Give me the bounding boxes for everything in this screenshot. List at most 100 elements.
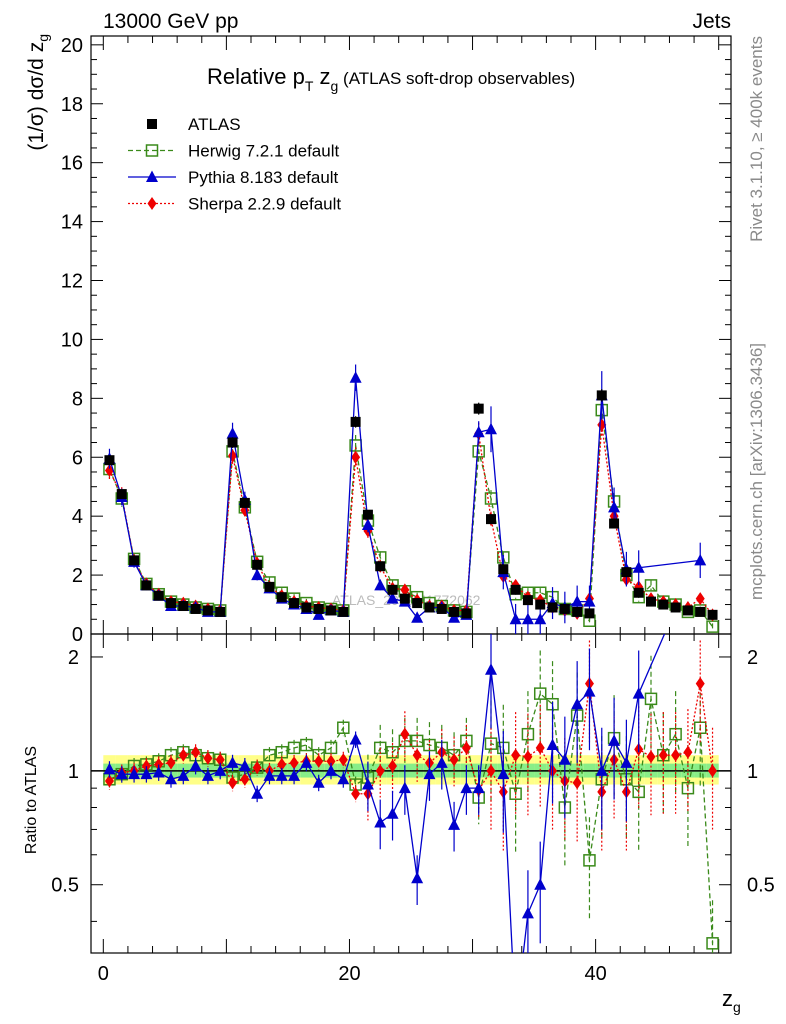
point-sherpa — [351, 450, 361, 464]
point-pythia — [386, 592, 399, 604]
ratio-point-pythia — [374, 816, 387, 828]
point-atlas — [670, 602, 681, 613]
point-atlas — [486, 514, 496, 525]
point-atlas — [350, 416, 361, 427]
xtick-label: 0 — [98, 963, 109, 985]
ratio-point-pythia — [263, 769, 276, 781]
point-atlas — [178, 601, 189, 612]
main-ytick-label: 18 — [61, 94, 83, 116]
ratio-point-pythia — [349, 733, 362, 745]
point-pythia — [251, 568, 264, 581]
ratio-point-herwig — [263, 748, 276, 762]
point-atlas — [707, 609, 718, 620]
point-pythia — [226, 427, 239, 439]
ratio-point-sherpa — [400, 727, 410, 741]
point-atlas — [338, 606, 349, 617]
xtick-label: 40 — [584, 963, 606, 985]
ratio-point-herwig — [706, 937, 719, 950]
ratio-point-sherpa — [708, 764, 718, 778]
point-atlas — [436, 603, 447, 614]
header-right: Jets — [692, 10, 731, 33]
point-pythia — [349, 371, 362, 383]
ratio-point-sherpa — [104, 774, 114, 788]
ratio-point-pythia — [632, 687, 645, 699]
ratio-point-herwig — [423, 738, 436, 752]
ratio-point-sherpa — [141, 759, 151, 773]
ratio-point-sherpa — [486, 764, 496, 778]
point-atlas — [301, 602, 312, 613]
series-atlas — [104, 389, 718, 620]
point-atlas — [695, 606, 706, 617]
ratio-point-pythia — [460, 781, 473, 794]
ratio-point-pythia — [595, 764, 608, 776]
ratio-point-sherpa — [252, 761, 262, 775]
point-atlas — [584, 608, 595, 619]
point-atlas — [387, 584, 398, 595]
ratio-ytick-label-right: 1 — [747, 761, 758, 783]
main-ytick-label: 6 — [72, 447, 83, 469]
ratio-point-pythia — [521, 906, 534, 919]
ratio-point-sherpa — [277, 757, 287, 771]
main-series — [103, 364, 719, 634]
point-atlas — [264, 581, 275, 592]
point-pythia — [448, 611, 461, 623]
point-atlas — [313, 603, 324, 614]
ratio-point-herwig — [521, 727, 535, 741]
ratio-point-sherpa — [240, 772, 250, 786]
point-pythia — [694, 553, 707, 566]
main-ytick-label: 4 — [72, 506, 83, 528]
point-atlas — [424, 602, 435, 613]
ratio-point-pythia — [558, 753, 571, 765]
ratio-point-pythia — [152, 765, 165, 778]
point-atlas — [166, 598, 176, 609]
ratio-point-pythia — [238, 759, 251, 771]
ratio-point-pythia — [128, 767, 141, 780]
ratio-point-sherpa — [511, 748, 521, 762]
ratio-point-pythia — [201, 769, 214, 781]
ratio-point-herwig — [300, 738, 313, 752]
ratio-point-sherpa — [166, 756, 176, 770]
point-atlas — [449, 606, 460, 617]
point-atlas — [646, 596, 656, 607]
ratio-point-sherpa — [215, 753, 225, 767]
ratio-point-sherpa — [178, 748, 188, 762]
point-atlas — [153, 590, 164, 601]
ratio-point-sherpa — [314, 754, 324, 768]
ratio-point-pythia — [214, 764, 227, 776]
point-atlas — [461, 608, 472, 619]
ratio-point-pythia — [361, 778, 374, 790]
point-atlas — [252, 559, 263, 570]
point-atlas — [129, 555, 140, 566]
point-pythia — [361, 518, 374, 531]
point-pythia — [472, 425, 485, 438]
point-pythia — [608, 500, 621, 513]
ratio-point-pythia — [337, 772, 350, 785]
ratio-ytick-label: 0.5 — [51, 875, 79, 897]
main-ytick-label: 0 — [72, 624, 83, 646]
ratio-point-pythia — [115, 767, 128, 780]
legend-marker-atlas — [147, 119, 157, 129]
ratio-point-sherpa — [449, 753, 459, 767]
point-herwig — [472, 445, 485, 458]
main-ytick-label: 12 — [61, 271, 83, 293]
ratio-series-pythia — [103, 634, 666, 953]
mcplots-label: mcplots.cern.ch [arXiv:1306.3436] — [747, 343, 766, 600]
ratio-point-pythia — [177, 769, 190, 781]
point-atlas — [633, 587, 644, 598]
ratio-series-sherpa — [104, 640, 718, 851]
ratio-point-herwig — [644, 692, 658, 706]
ratio-point-herwig — [337, 721, 350, 734]
legend-label-atlas: ATLAS — [188, 115, 241, 134]
point-atlas — [326, 605, 336, 616]
ratio-point-pythia — [251, 787, 264, 799]
ratio-point-sherpa — [351, 787, 361, 801]
point-sherpa — [400, 583, 410, 597]
main-ytick-label: 10 — [61, 329, 83, 351]
ratio-point-sherpa — [289, 756, 299, 770]
point-atlas — [498, 564, 509, 575]
point-pythia — [374, 578, 387, 591]
legend-label-herwig: Herwig 7.2.1 default — [188, 142, 339, 161]
ratio-ylabel: Ratio to ATLAS — [23, 746, 40, 854]
ratio-point-sherpa — [695, 677, 705, 691]
